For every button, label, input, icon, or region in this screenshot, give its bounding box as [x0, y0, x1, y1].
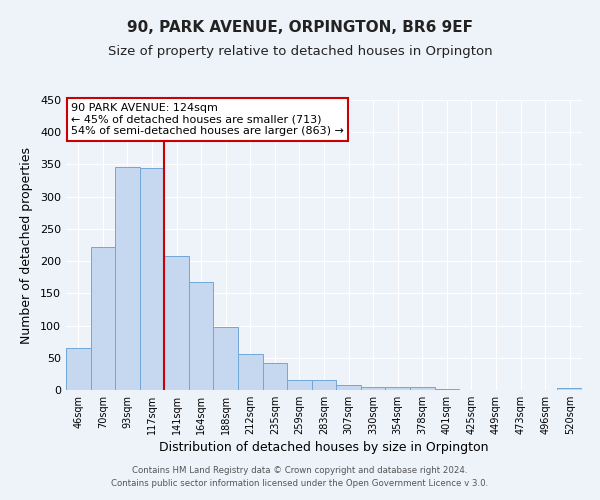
Bar	[91, 247, 115, 390]
Bar	[287, 380, 312, 390]
Text: Size of property relative to detached houses in Orpington: Size of property relative to detached ho…	[107, 45, 493, 58]
Bar	[214, 328, 238, 390]
Y-axis label: Number of detached properties: Number of detached properties	[20, 146, 33, 344]
Bar	[263, 363, 287, 390]
Text: 90 PARK AVENUE: 124sqm
← 45% of detached houses are smaller (713)
54% of semi-de: 90 PARK AVENUE: 124sqm ← 45% of detached…	[71, 103, 344, 136]
Bar	[140, 168, 164, 390]
Bar	[115, 167, 140, 390]
Bar	[557, 388, 582, 390]
Bar	[312, 380, 336, 390]
Bar	[361, 387, 385, 390]
Bar	[238, 354, 263, 390]
Bar	[385, 388, 410, 390]
Bar	[336, 386, 361, 390]
Text: 90, PARK AVENUE, ORPINGTON, BR6 9EF: 90, PARK AVENUE, ORPINGTON, BR6 9EF	[127, 20, 473, 35]
Bar	[410, 388, 434, 390]
Bar	[66, 348, 91, 390]
Bar	[164, 256, 189, 390]
Bar	[189, 282, 214, 390]
X-axis label: Distribution of detached houses by size in Orpington: Distribution of detached houses by size …	[159, 441, 489, 454]
Text: Contains HM Land Registry data © Crown copyright and database right 2024.
Contai: Contains HM Land Registry data © Crown c…	[112, 466, 488, 487]
Bar	[434, 388, 459, 390]
